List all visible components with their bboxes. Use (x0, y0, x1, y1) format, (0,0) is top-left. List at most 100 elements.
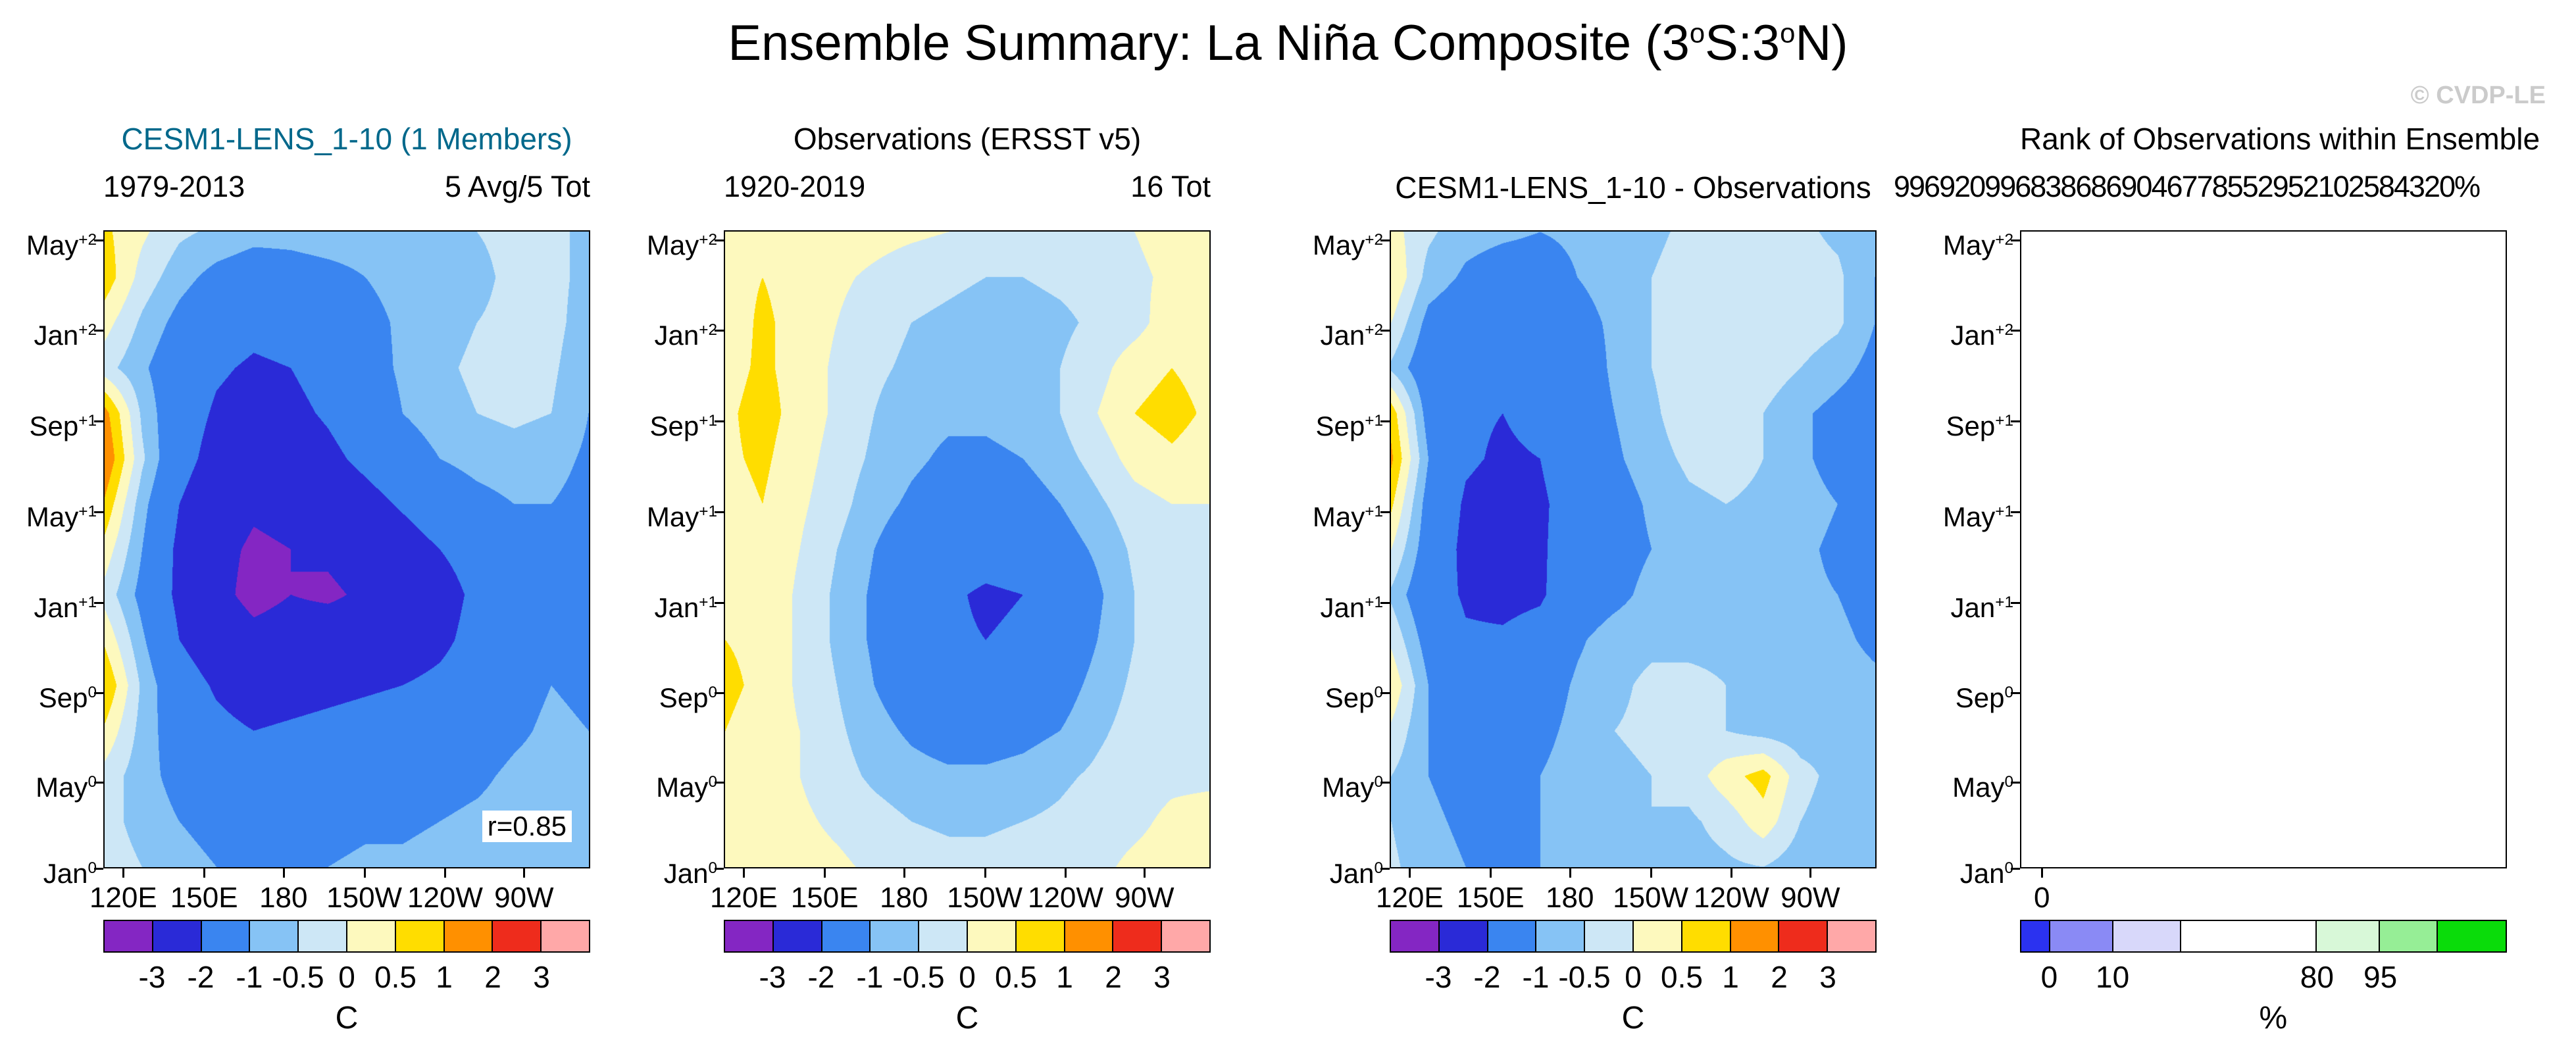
y-tick-label: Jan0 (625, 853, 717, 889)
y-tick-mark (715, 239, 724, 241)
x-tick-label: 150W (1613, 882, 1689, 914)
y-tick-label: May+2 (625, 224, 717, 261)
y-tick-mark (2011, 239, 2020, 241)
y-tick-mark (94, 420, 103, 423)
plot-area-observations (724, 230, 1211, 868)
x-tick-mark (523, 868, 526, 878)
y-tick-mark (2011, 601, 2020, 604)
colorbar-segment (105, 921, 153, 951)
y-tick-label-base: Jan (1320, 320, 1365, 351)
y-tick-mark (715, 868, 724, 870)
y-tick-label: May0 (1921, 766, 2013, 803)
main-title-text: N) (1795, 15, 1848, 71)
y-tick-mark (1380, 511, 1390, 513)
y-tick-label: May+2 (1921, 224, 2013, 261)
rank-colorbar-segment (2021, 921, 2051, 951)
y-tick-label: Sep0 (625, 677, 717, 714)
y-tick-mark (2011, 782, 2020, 784)
y-tick-label-base: Sep (29, 411, 79, 442)
x-tick-mark (203, 868, 206, 878)
y-tick-label-base: May (1312, 229, 1365, 261)
colorbar-segment (1730, 921, 1780, 951)
panel-difference: CESM1-LENS_1-10 - Observations May+2 Jan+2… (1313, 0, 1877, 1052)
colorbar-segment (444, 921, 493, 951)
rank-colorbar-tick-label: 80 (2300, 960, 2334, 994)
y-tick-mark (715, 420, 724, 423)
colorbar-segment (201, 921, 251, 951)
colorbar-units: C (955, 1001, 979, 1036)
y-tick-label-superscript: +1 (1365, 502, 1383, 520)
panel-title-observations: Observations (ERSST v5) (793, 122, 1142, 156)
y-tick-label: May+1 (5, 496, 97, 533)
y-tick-label-superscript: +1 (1995, 593, 2013, 611)
plot-area-difference (1390, 230, 1877, 868)
colorbar-tick-label: -1 (236, 960, 263, 994)
colorbar-tick-label: -0.5 (1558, 960, 1611, 994)
y-tick-label-superscript: +1 (699, 502, 717, 520)
x-tick-label: 180 (1546, 882, 1594, 914)
y-tick-label-superscript: +2 (699, 321, 717, 339)
y-tick-label: Jan0 (1291, 853, 1383, 889)
y-tick-label: Jan+2 (5, 314, 97, 351)
y-tick-label-base: Sep (1315, 411, 1365, 442)
x-tick-label: 150E (1456, 882, 1525, 914)
y-tick-mark (94, 782, 103, 784)
y-tick-label-base: Jan (34, 320, 79, 351)
colorbar-segment (773, 921, 822, 951)
y-tick-label: Jan0 (1921, 853, 2013, 889)
y-tick-label-superscript: +2 (699, 230, 717, 249)
colorbar-segment (871, 921, 920, 951)
y-tick-label-base: May (1952, 772, 2005, 803)
y-tick-mark (1380, 601, 1390, 604)
rank-colorbar-segment (2379, 921, 2438, 951)
colorbar-tick-label: -2 (807, 960, 835, 994)
x-tick-label: 180 (880, 882, 928, 914)
x-tick-label: 150E (170, 882, 238, 914)
y-tick-label-base: Sep (1946, 411, 1996, 442)
y-tick-label-superscript: +1 (1365, 412, 1383, 430)
colorbar-tick-label: 1 (436, 960, 453, 994)
panel-title-model: CESM1-LENS_1-10 (1 Members) (121, 122, 572, 156)
y-tick-label: May0 (1291, 766, 1383, 803)
y-tick-mark (715, 782, 724, 784)
y-tick-label-base: Jan (34, 591, 79, 623)
y-tick-label-base: May (26, 501, 79, 532)
main-title-superscript: o (1780, 17, 1796, 49)
y-tick-label-superscript: +1 (78, 593, 97, 611)
colorbar-tick-label: -1 (1522, 960, 1550, 994)
y-tick-label-superscript: +2 (1365, 321, 1383, 339)
y-tick-label-superscript: 0 (2004, 859, 2013, 877)
y-tick-label: Sep+1 (5, 405, 97, 442)
y-tick-label: Sep+1 (1291, 405, 1383, 442)
x-tick-mark (824, 868, 826, 878)
colorbar-tick-label: 0 (338, 960, 355, 994)
colorbar-segment (1488, 921, 1537, 951)
x-tick-label: 120W (1027, 882, 1103, 914)
x-tick-mark (743, 868, 745, 878)
colorbar-segment (1585, 921, 1634, 951)
y-tick-label-base: May (646, 501, 699, 532)
colorbar-tick-label: 0.5 (995, 960, 1037, 994)
colorbar-segment (542, 921, 589, 951)
y-tick-mark (715, 511, 724, 513)
colorbar-tick-label: 2 (1105, 960, 1122, 994)
colorbar-tick-label: 3 (1153, 960, 1171, 994)
y-tick-label-superscript: +1 (699, 412, 717, 430)
y-tick-label-base: May (1322, 772, 1375, 803)
y-tick-mark (2011, 511, 2020, 513)
heatmap-canvas-model (105, 232, 589, 867)
y-tick-label-superscript: +1 (78, 502, 97, 520)
y-tick-label-base: May (36, 772, 88, 803)
y-tick-label-superscript: 0 (88, 773, 97, 791)
colorbar-tick-label: -3 (138, 960, 166, 994)
y-tick-label-base: Jan (1950, 591, 1996, 623)
colorbar-segment (1682, 921, 1731, 951)
x-tick-mark (363, 868, 366, 878)
y-tick-label-superscript: +2 (1365, 230, 1383, 249)
y-tick-label: Sep+1 (625, 405, 717, 442)
y-tick-label-base: Jan (663, 858, 709, 889)
colorbar-tick-label: -3 (1425, 960, 1452, 994)
y-tick-label: Sep+1 (1921, 405, 2013, 442)
colorbar-tick-label: -1 (856, 960, 884, 994)
main-title-text: S:3 (1705, 15, 1780, 71)
